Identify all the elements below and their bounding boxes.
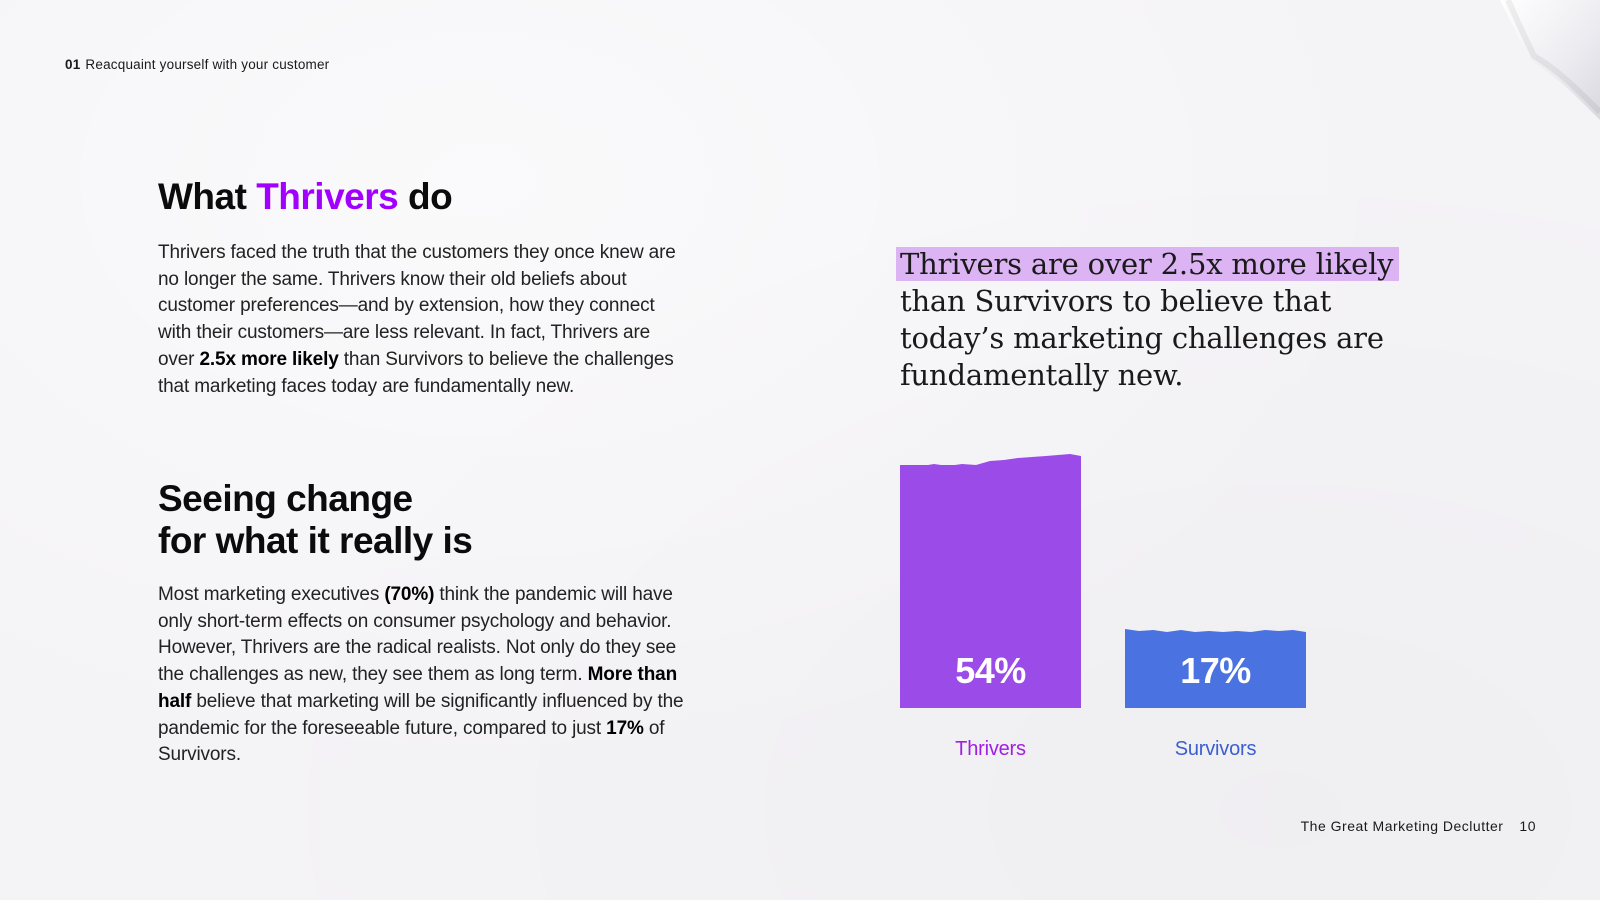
quote-highlight: Thrivers are over 2.5x more likely xyxy=(896,247,1400,281)
heading1-suffix: do xyxy=(398,176,453,217)
p1-text-1: Thrivers faced the truth that the custom… xyxy=(158,242,676,370)
p2-bold-3: 17% xyxy=(606,717,644,739)
publication-title: The Great Marketing Declutter xyxy=(1300,818,1504,834)
heading2-line1: Seeing change xyxy=(158,478,413,519)
category-label-survivors: Survivors xyxy=(1174,738,1257,760)
bar-fill xyxy=(900,465,1081,708)
p2-bold-2: More than half xyxy=(158,664,678,712)
p1-text-2: than Survivors to believe the challenges… xyxy=(158,348,674,397)
p2-text-3: believe that marketing will be significa… xyxy=(158,690,684,739)
heading-what-thrivers-do: What Thrivers do xyxy=(158,176,453,218)
paragraph-thrivers: Thrivers faced the truth that the custom… xyxy=(158,240,688,400)
bar-value-label: 54% xyxy=(955,650,1026,691)
section-label: 01 Reacquaint yourself with your customer xyxy=(65,57,329,72)
bar-thrivers: 54% xyxy=(900,454,1081,708)
bar-torn-edge xyxy=(1125,628,1306,642)
p2-text-1: Most marketing executives xyxy=(158,584,385,605)
p1-bold-1: 2.5x more likely xyxy=(199,348,339,370)
paragraph-seeing-change: Most marketing executives (70%) think th… xyxy=(158,582,688,769)
section-number: 01 xyxy=(65,57,81,72)
page-curl-decoration xyxy=(1500,0,1600,120)
p2-text-2: think the pandemic will have only short-… xyxy=(158,584,677,686)
bar-value-label: 17% xyxy=(1180,650,1251,691)
bar-survivors: 17% xyxy=(1125,628,1306,708)
p2-text-4: of Survivors. xyxy=(158,717,665,766)
p2-bold-1: (70%) xyxy=(384,584,435,605)
bar-fill xyxy=(1125,631,1306,708)
heading1-prefix: What xyxy=(158,176,257,217)
heading2-line2: for what it really is xyxy=(158,520,473,561)
bar-chart: 54% Thrivers 17% Survivors xyxy=(900,440,1340,780)
heading1-accent: Thrivers xyxy=(256,176,399,217)
heading-seeing-change: Seeing change for what it really is xyxy=(158,478,473,562)
category-label-thrivers: Thrivers xyxy=(955,738,1026,760)
footer: The Great Marketing Declutter 10 xyxy=(1301,818,1536,834)
section-title: Reacquaint yourself with your customer xyxy=(85,57,330,72)
quote-rest: than Survivors to believe that today’s m… xyxy=(900,284,1384,392)
bar-torn-edge xyxy=(900,454,1081,475)
page-number: 10 xyxy=(1519,818,1536,834)
pull-quote: Thrivers are over 2.5x more likely than … xyxy=(896,246,1400,394)
